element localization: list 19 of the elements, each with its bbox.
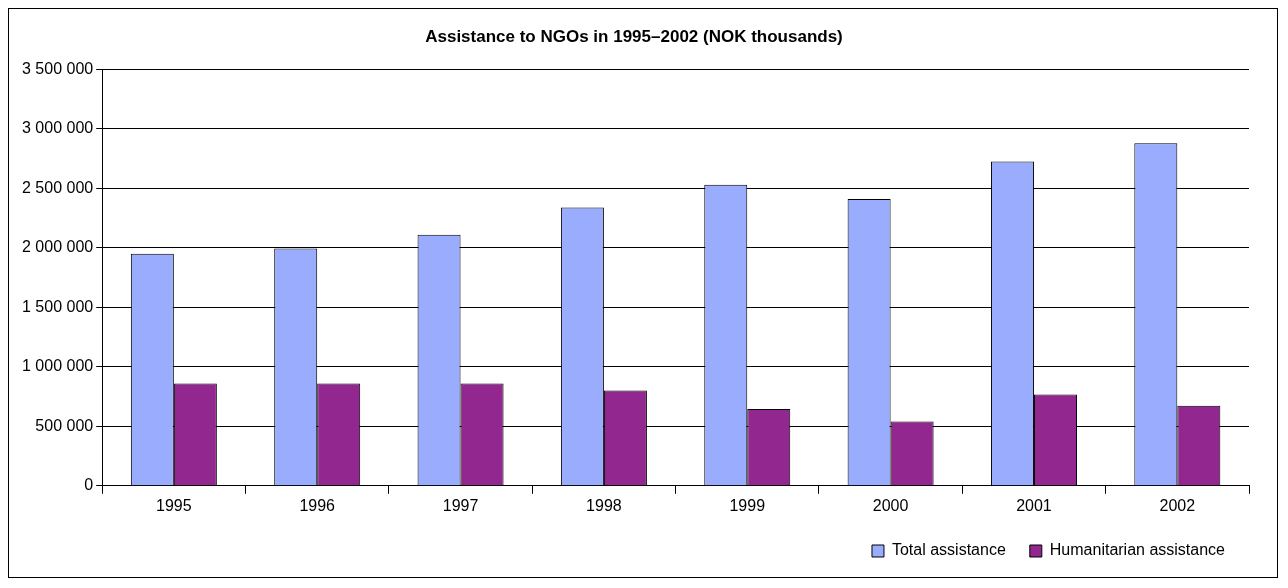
- x-tick-label: 2001: [1016, 496, 1052, 514]
- y-tick-label: 1 000 000: [21, 357, 94, 375]
- x-tick-label: 1996: [299, 496, 336, 514]
- y-tick-label: 1 500 000: [21, 297, 94, 315]
- x-tick-label: 2002: [1159, 496, 1196, 514]
- x-tick-label: 1998: [586, 496, 622, 514]
- x-tick-label: 1999: [729, 496, 766, 514]
- y-tick-label: 2 500 000: [21, 178, 94, 196]
- x-tick-label: 1997: [442, 496, 479, 514]
- legend-label: Humanitarian assistance: [1049, 541, 1226, 559]
- legend-label: Total assistance: [891, 541, 1006, 559]
- y-tick-label: 3 500 000: [21, 59, 94, 77]
- y-tick-label: 0: [84, 476, 94, 494]
- chart-title: Assistance to NGOs in 1995–2002 (NOK thousands): [425, 26, 843, 46]
- x-tick-label: 1995: [156, 496, 192, 514]
- y-tick-label: 2 000 000: [21, 238, 94, 256]
- x-tick-label: 2000: [872, 496, 909, 514]
- y-tick-label: 3 000 000: [21, 119, 94, 137]
- y-tick-label: 500 000: [35, 416, 94, 434]
